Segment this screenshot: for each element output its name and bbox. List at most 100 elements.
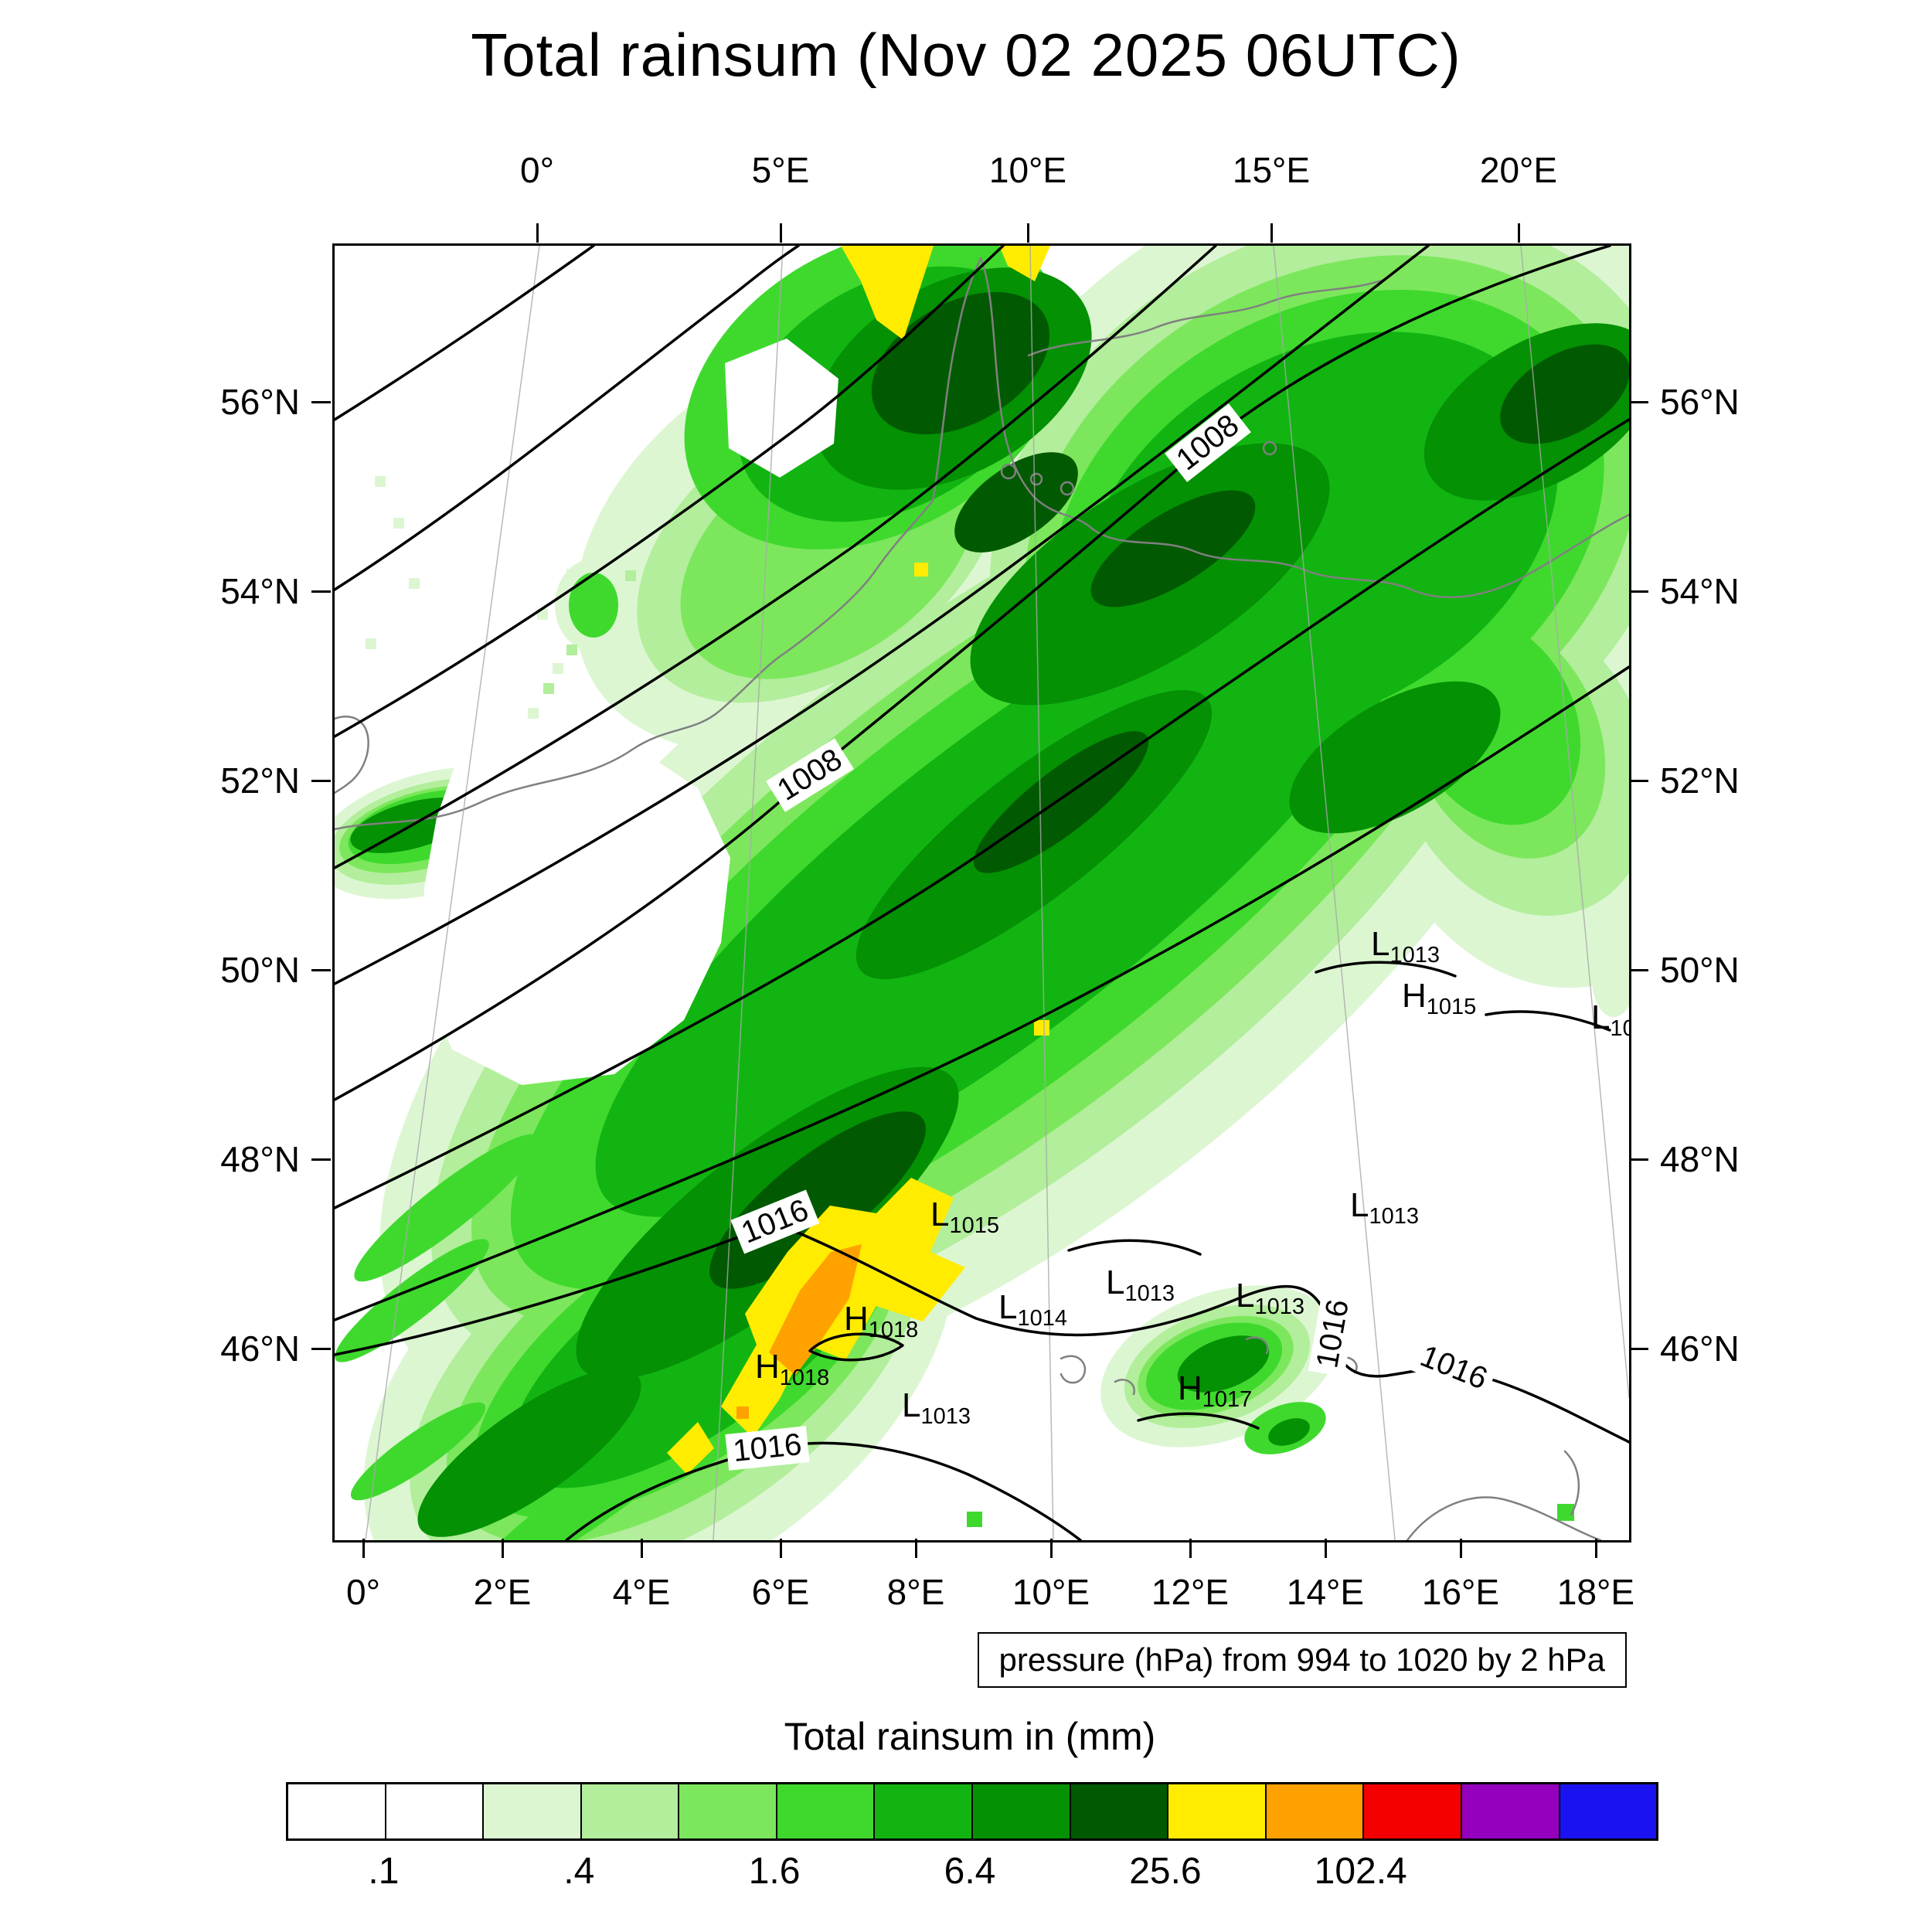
- contour-label: 1016: [725, 1426, 810, 1471]
- pressure-center-l: L1013: [1106, 1264, 1175, 1307]
- graticule: [365, 246, 1629, 1540]
- axis-label-right: 48°N: [1660, 1139, 1740, 1179]
- axis-label-top: 15°E: [1232, 150, 1311, 190]
- pressure-letter: L: [1591, 998, 1611, 1037]
- pressure-center-h: H1015: [1402, 977, 1476, 1020]
- colorbar-cell: [1558, 1784, 1657, 1838]
- colorbar-cell: [1167, 1784, 1265, 1838]
- pressure-center-l: L1013: [1371, 925, 1440, 968]
- axis-label-left: 54°N: [220, 571, 300, 611]
- axis-tick-left: [311, 400, 331, 403]
- pressure-value: 1013: [1369, 1204, 1419, 1230]
- axis-tick-left: [311, 1158, 331, 1161]
- axis-label-top: 5°E: [751, 150, 810, 190]
- pressure-letter: H: [755, 1348, 780, 1386]
- precipitation-map-svg: [335, 246, 1629, 1540]
- axis-tick-right: [1629, 968, 1648, 971]
- colorbar-cell: [482, 1784, 580, 1838]
- axis-tick-bottom: [1594, 1539, 1597, 1558]
- dry-pockets: [421, 338, 838, 1085]
- colorbar-cell: [775, 1784, 874, 1838]
- colorbar-tick-label: 25.6: [1129, 1851, 1202, 1892]
- axis-label-left: 52°N: [220, 760, 300, 801]
- colorbar-cell: [288, 1784, 385, 1838]
- colorbar-tick-label: 102.4: [1314, 1851, 1407, 1892]
- pressure-center-l: L1013: [902, 1386, 971, 1430]
- axis-tick-bottom: [779, 1539, 782, 1558]
- pressure-value: 1018: [868, 1318, 919, 1343]
- axis-label-top: 20°E: [1479, 150, 1558, 190]
- pressure-letter: L: [1371, 925, 1390, 964]
- pressure-letter: L: [930, 1196, 950, 1234]
- axis-label-left: 56°N: [220, 382, 300, 422]
- legend-title: Total rainsum in (mm): [784, 1715, 1156, 1758]
- axis-label-right: 46°N: [1660, 1328, 1740, 1369]
- pressure-value: 1017: [1202, 1387, 1253, 1413]
- pressure-center-l: L1013: [1350, 1186, 1419, 1230]
- pressure-center-l: L1015: [930, 1196, 999, 1239]
- rain-orange-layer: [736, 1244, 862, 1419]
- pressure-letter: L: [1106, 1264, 1125, 1302]
- axis-tick-right: [1629, 779, 1648, 782]
- axis-tick-right: [1629, 590, 1648, 593]
- axis-tick-top: [1026, 223, 1029, 243]
- axis-label-bottom: 4°E: [612, 1572, 671, 1612]
- colorbar-cell: [384, 1784, 483, 1838]
- axis-label-left: 48°N: [220, 1139, 300, 1179]
- axis-tick-bottom: [362, 1539, 365, 1558]
- axis-label-bottom: 6°E: [751, 1572, 810, 1612]
- pressure-value: 101: [1610, 1016, 1629, 1042]
- colorbar-tick-label: 1.6: [748, 1851, 801, 1892]
- axis-label-bottom: 8°E: [886, 1572, 945, 1612]
- colorbar-cell: [1460, 1784, 1559, 1838]
- pressure-center-h: H1018: [755, 1348, 829, 1391]
- colorbar-cell: [873, 1784, 972, 1838]
- contour-label: 1008: [1165, 403, 1251, 482]
- axis-label-bottom: 2°E: [473, 1572, 532, 1612]
- contour-label: 1016: [730, 1189, 820, 1254]
- pressure-value: 1018: [779, 1366, 830, 1391]
- colorbar-cell: [1069, 1784, 1168, 1838]
- contour-label: 1016: [1409, 1335, 1498, 1400]
- axis-tick-left: [311, 968, 331, 971]
- axis-label-bottom: 10°E: [1012, 1572, 1090, 1612]
- colorbar-tick-label: .4: [563, 1851, 595, 1892]
- axis-tick-left: [311, 1347, 331, 1350]
- pressure-center-h: H1017: [1178, 1369, 1252, 1413]
- axis-label-left: 46°N: [220, 1328, 300, 1369]
- pressure-caption: pressure (hPa) from 994 to 1020 by 2 hPa: [977, 1632, 1627, 1688]
- pressure-value: 1015: [949, 1213, 999, 1239]
- pressure-value: 1013: [1389, 943, 1440, 968]
- pressure-letter: L: [902, 1386, 921, 1425]
- colorbar-cell: [580, 1784, 679, 1838]
- axis-tick-bottom: [914, 1539, 917, 1558]
- axis-label-bottom: 0°: [346, 1572, 380, 1612]
- axis-label-top: 10°E: [988, 150, 1067, 190]
- axis-label-bottom: 14°E: [1286, 1572, 1365, 1612]
- pressure-value: 1015: [1426, 995, 1477, 1020]
- map-annotations: 100810081016101610161016L1013H1015L101L1…: [335, 246, 1629, 1540]
- pressure-center-l: L1013: [1236, 1277, 1304, 1320]
- pressure-letter: L: [1236, 1277, 1255, 1315]
- colorbar-cell: [1362, 1784, 1461, 1838]
- pressure-letter: L: [1350, 1186, 1369, 1225]
- axis-label-right: 50°N: [1660, 950, 1740, 990]
- pressure-letter: H: [1402, 977, 1427, 1015]
- axis-tick-bottom: [1324, 1539, 1327, 1558]
- page-title: Total rainsum (Nov 02 2025 06UTC): [471, 21, 1461, 89]
- pressure-letter: L: [998, 1288, 1018, 1327]
- axis-tick-top: [536, 223, 539, 243]
- pressure-center-l: L101: [1591, 998, 1629, 1042]
- axis-tick-bottom: [1049, 1539, 1053, 1558]
- axis-label-bottom: 16°E: [1421, 1572, 1500, 1612]
- axis-tick-right: [1629, 1347, 1648, 1350]
- axis-tick-top: [779, 223, 782, 243]
- colorbar-tick-label: 6.4: [944, 1851, 996, 1892]
- axis-label-top: 0°: [520, 150, 554, 190]
- map-canvas: 100810081016101610161016L1013H1015L101L1…: [335, 246, 1629, 1540]
- isobars: [335, 246, 1629, 1540]
- axis-tick-bottom: [1189, 1539, 1192, 1558]
- pressure-center-l: L1014: [998, 1288, 1067, 1332]
- contour-label: 1008: [766, 738, 854, 812]
